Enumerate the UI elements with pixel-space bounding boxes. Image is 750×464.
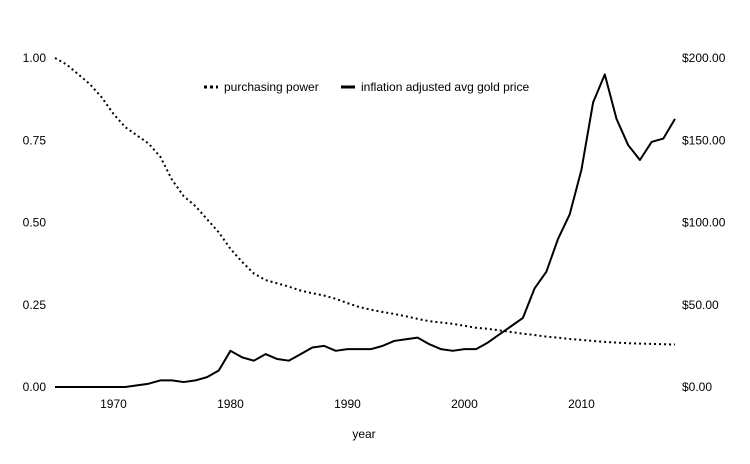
- x-tick-label: 2000: [451, 397, 478, 411]
- axes-layer: 1970 1980 1990 2000 2010 0.00 0.25 0.50 0.75 1.00…: [23, 51, 726, 411]
- x-tick-label: 1980: [217, 397, 244, 411]
- legend: purchasing power inflation adjusted avg g…: [204, 80, 529, 94]
- legend-label: inflation adjusted avg gold price: [361, 80, 529, 94]
- x-axis-title: year: [352, 427, 375, 441]
- x-tick-label: 1990: [334, 397, 361, 411]
- y-left-tick-label: 0.50: [23, 216, 47, 230]
- y-left-tick-label: 1.00: [23, 51, 47, 65]
- y-right-tick-label: $0.00: [682, 380, 712, 394]
- y-right-tick-label: $150.00: [682, 133, 726, 147]
- purchasing-power-line: [54, 57, 676, 346]
- y-right-tick-label: $100.00: [682, 216, 726, 230]
- legend-label: purchasing power: [224, 80, 319, 94]
- x-tick-label: 1970: [100, 397, 127, 411]
- y-right-tick-label: $200.00: [682, 51, 726, 65]
- y-left-tick-label: 0.75: [23, 133, 47, 147]
- y-left-tick-label: 0.25: [23, 298, 47, 312]
- x-tick-label: 2010: [568, 397, 595, 411]
- gold-price-line: [55, 73, 676, 388]
- y-left-tick-label: 0.00: [23, 380, 47, 394]
- series-layer: [54, 57, 676, 388]
- y-right-tick-label: $50.00: [682, 298, 719, 312]
